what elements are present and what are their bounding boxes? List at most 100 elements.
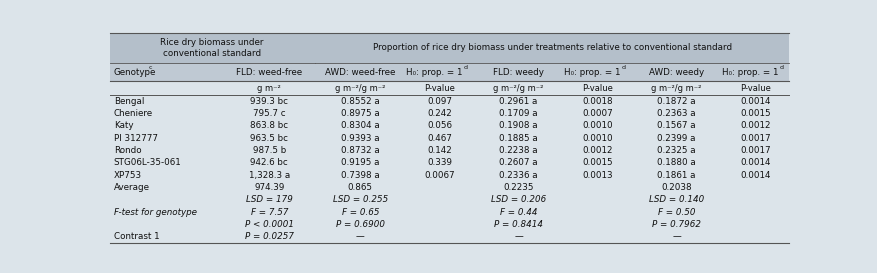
Text: 0.8552 a: 0.8552 a <box>341 97 380 106</box>
Bar <box>110 181 789 194</box>
Text: F-test for genotype: F-test for genotype <box>114 208 196 217</box>
Text: Katy: Katy <box>114 121 133 130</box>
Text: —: — <box>514 232 523 241</box>
Text: 863.8 bc: 863.8 bc <box>250 121 289 130</box>
Text: LSD = 179: LSD = 179 <box>246 195 293 204</box>
Text: 0.865: 0.865 <box>348 183 373 192</box>
Text: 0.0010: 0.0010 <box>582 121 613 130</box>
Text: Cheniere: Cheniere <box>114 109 153 118</box>
Text: 0.7398 a: 0.7398 a <box>341 171 380 180</box>
Text: P = 0.8414: P = 0.8414 <box>494 220 543 229</box>
Text: 0.0018: 0.0018 <box>582 97 613 106</box>
Bar <box>315 81 406 95</box>
Bar <box>110 120 789 132</box>
Text: Contrast 1: Contrast 1 <box>114 232 160 241</box>
Text: 963.5 bc: 963.5 bc <box>250 134 289 143</box>
Bar <box>473 63 564 81</box>
Text: 0.8732 a: 0.8732 a <box>341 146 380 155</box>
Text: 939.3 bc: 939.3 bc <box>250 97 289 106</box>
Text: 0.9393 a: 0.9393 a <box>341 134 380 143</box>
Text: g m⁻²: g m⁻² <box>258 84 282 93</box>
Bar <box>564 63 631 81</box>
Text: LSD = 0.255: LSD = 0.255 <box>332 195 388 204</box>
Text: F = 0.44: F = 0.44 <box>500 208 538 217</box>
Text: P = 0.7962: P = 0.7962 <box>652 220 702 229</box>
Text: H₀: prop. = 1: H₀: prop. = 1 <box>564 68 620 77</box>
Bar <box>473 81 564 95</box>
Bar <box>110 157 789 169</box>
Text: XP753: XP753 <box>114 171 142 180</box>
Text: 0.1567 a: 0.1567 a <box>658 121 696 130</box>
Text: Rice dry biomass under
conventional standard: Rice dry biomass under conventional stan… <box>160 38 264 58</box>
Text: d: d <box>780 66 783 70</box>
Text: 0.056: 0.056 <box>427 121 452 130</box>
Text: 0.242: 0.242 <box>427 109 452 118</box>
Bar <box>110 132 789 144</box>
Text: 0.1872 a: 0.1872 a <box>658 97 696 106</box>
Text: d: d <box>463 66 467 70</box>
Text: 0.2607 a: 0.2607 a <box>499 158 538 167</box>
Text: 0.0067: 0.0067 <box>424 171 455 180</box>
Text: 0.2238 a: 0.2238 a <box>499 146 538 155</box>
Bar <box>564 81 631 95</box>
Bar <box>110 33 315 63</box>
Text: 0.0013: 0.0013 <box>582 171 613 180</box>
Text: 0.0017: 0.0017 <box>740 134 771 143</box>
Text: 0.097: 0.097 <box>427 97 452 106</box>
Text: 0.0015: 0.0015 <box>740 109 771 118</box>
Text: P = 0.0257: P = 0.0257 <box>245 232 294 241</box>
Text: P-value: P-value <box>582 84 613 93</box>
Text: —: — <box>673 232 681 241</box>
Text: LSD = 0.140: LSD = 0.140 <box>649 195 704 204</box>
Text: g m⁻²/g m⁻²: g m⁻²/g m⁻² <box>652 84 702 93</box>
Text: Bengal: Bengal <box>114 97 144 106</box>
Bar <box>406 81 473 95</box>
Text: Average: Average <box>114 183 150 192</box>
Text: 0.2325 a: 0.2325 a <box>658 146 696 155</box>
Text: P-value: P-value <box>424 84 455 93</box>
Text: 0.2336 a: 0.2336 a <box>499 171 538 180</box>
Bar <box>631 81 722 95</box>
Bar <box>110 169 789 181</box>
Bar <box>110 206 789 218</box>
Text: 974.39: 974.39 <box>254 183 284 192</box>
Text: 0.0015: 0.0015 <box>582 158 613 167</box>
Bar <box>722 63 789 81</box>
Text: c: c <box>149 65 153 70</box>
Bar <box>224 63 315 81</box>
Text: 0.8304 a: 0.8304 a <box>341 121 380 130</box>
Bar <box>110 218 789 231</box>
Text: 0.2235: 0.2235 <box>503 183 534 192</box>
Bar <box>224 81 315 95</box>
Bar <box>110 95 789 107</box>
Text: H₀: prop. = 1: H₀: prop. = 1 <box>722 68 779 77</box>
Text: P-value: P-value <box>740 84 771 93</box>
Text: F = 0.65: F = 0.65 <box>342 208 379 217</box>
Text: 0.0012: 0.0012 <box>582 146 613 155</box>
Text: 0.2399 a: 0.2399 a <box>658 134 696 143</box>
Text: 795.7 c: 795.7 c <box>253 109 286 118</box>
Bar <box>110 63 224 81</box>
Bar <box>315 63 406 81</box>
Text: 0.2961 a: 0.2961 a <box>499 97 538 106</box>
Text: P = 0.6900: P = 0.6900 <box>336 220 385 229</box>
Text: LSD = 0.206: LSD = 0.206 <box>491 195 546 204</box>
Text: 0.1709 a: 0.1709 a <box>499 109 538 118</box>
Text: 0.0014: 0.0014 <box>740 97 771 106</box>
Text: FLD: weed-free: FLD: weed-free <box>236 68 303 77</box>
Text: AWD: weedy: AWD: weedy <box>649 68 704 77</box>
Bar <box>722 81 789 95</box>
Text: FLD: weedy: FLD: weedy <box>493 68 544 77</box>
Text: 0.1908 a: 0.1908 a <box>499 121 538 130</box>
Text: STG06L-35-061: STG06L-35-061 <box>114 158 182 167</box>
Text: F = 0.50: F = 0.50 <box>658 208 695 217</box>
Text: P < 0.0001: P < 0.0001 <box>245 220 294 229</box>
Text: g m⁻²/g m⁻²: g m⁻²/g m⁻² <box>494 84 544 93</box>
Text: 0.1880 a: 0.1880 a <box>657 158 696 167</box>
Text: 0.0007: 0.0007 <box>582 109 613 118</box>
Text: 987.5 b: 987.5 b <box>253 146 286 155</box>
Text: g m⁻²/g m⁻²: g m⁻²/g m⁻² <box>335 84 386 93</box>
Text: 0.1885 a: 0.1885 a <box>499 134 538 143</box>
Text: 0.339: 0.339 <box>427 158 452 167</box>
Bar <box>110 194 789 206</box>
